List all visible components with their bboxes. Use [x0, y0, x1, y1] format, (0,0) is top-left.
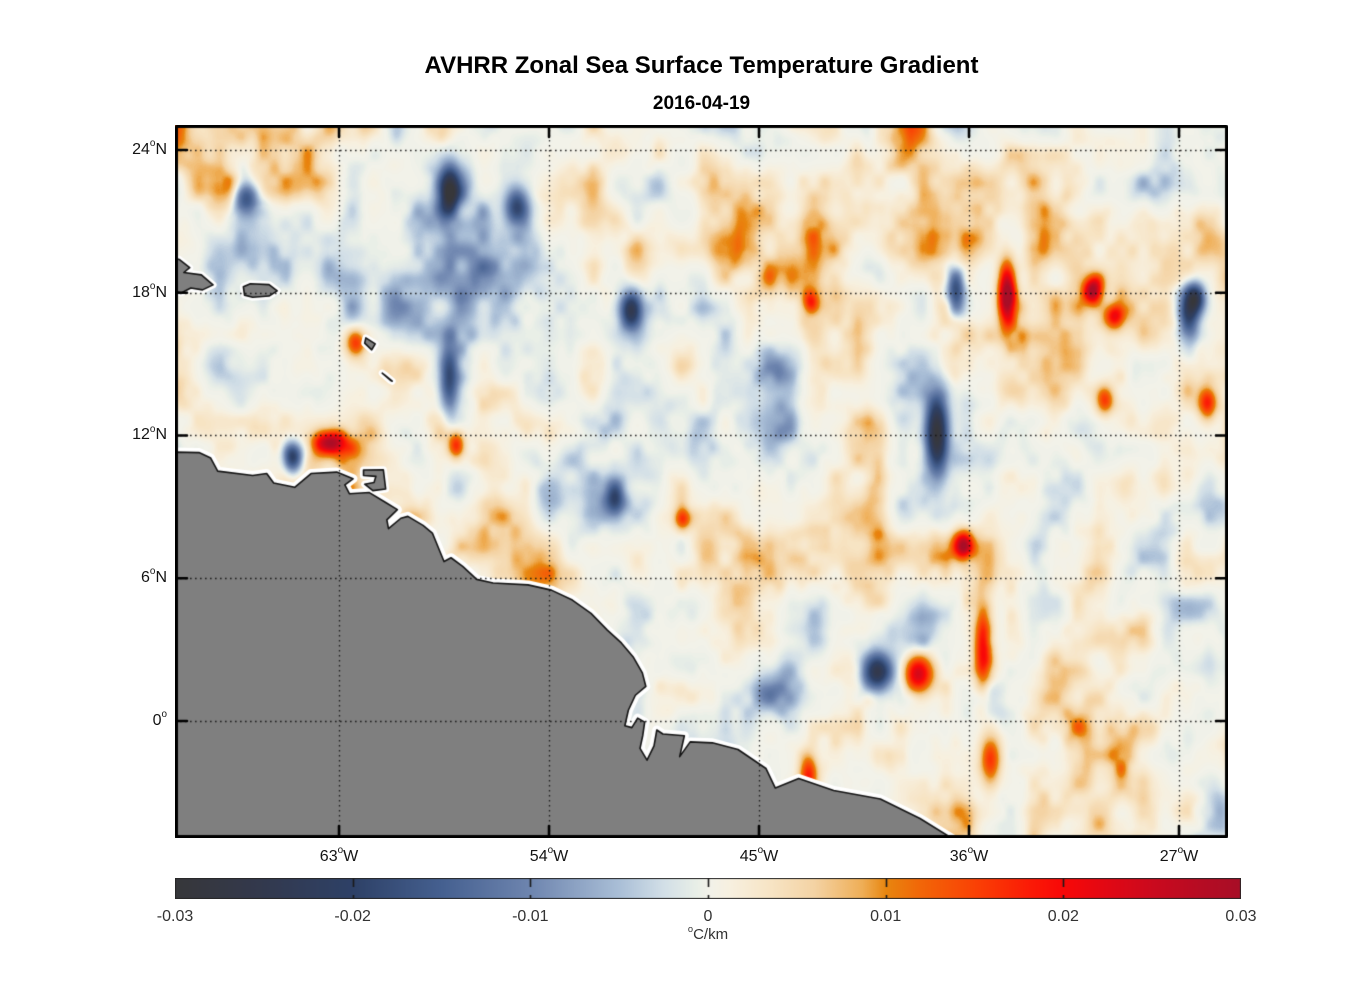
lat-tick-label: 0o	[152, 709, 167, 729]
colorbar	[175, 878, 1241, 899]
lat-tick-label: 12oN	[132, 423, 167, 444]
lon-tick-label: 54oW	[529, 845, 569, 865]
colorbar-tick-label: -0.03	[156, 908, 194, 925]
colorbar-tick-label: -0.02	[334, 908, 371, 925]
colorbar-tick-label: 0.01	[870, 908, 902, 925]
chart-subtitle-date: 2016-04-19	[652, 93, 751, 114]
lat-tick-label: 24oN	[132, 138, 167, 158]
chart-title: AVHRR Zonal Sea Surface Temperature Grad…	[424, 52, 979, 79]
lon-tick-label: 36oW	[949, 845, 989, 865]
colorbar-tick-label: -0.01	[512, 908, 549, 925]
colorbar-tick-label: 0	[703, 908, 713, 925]
lon-tick-label: 63oW	[319, 845, 359, 865]
lat-tick-label: 6oN	[141, 566, 167, 587]
map-heatmap-canvas	[175, 125, 1228, 838]
lat-tick-label: 18oN	[132, 280, 167, 301]
colorbar-unit-label: oC/km	[687, 923, 729, 943]
colorbar-tick-label: 0.03	[1225, 908, 1257, 925]
lon-tick-label: 45oW	[739, 845, 779, 865]
colorbar-tick-label: 0.02	[1047, 908, 1079, 925]
lon-tick-label: 27oW	[1159, 845, 1199, 865]
